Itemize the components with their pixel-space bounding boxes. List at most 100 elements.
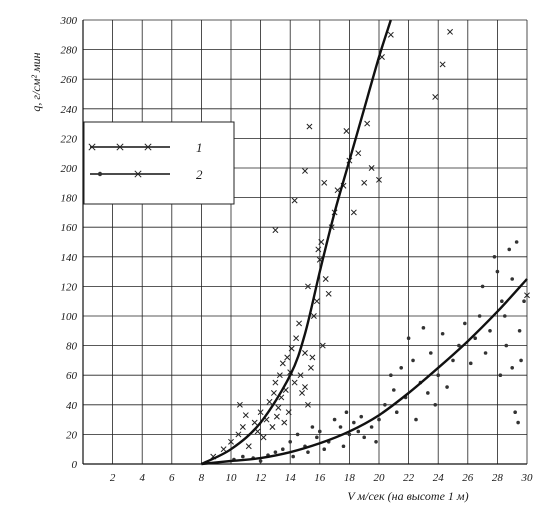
point-s2-51 [477,314,482,318]
point-s2-26 [369,425,374,429]
point-s1-4 [239,424,246,430]
point-s2-58 [500,299,504,304]
point-s1-39 [310,313,317,319]
point-s2-54 [488,329,492,333]
point-s1-37 [307,364,314,371]
point-s2-47 [457,343,461,348]
point-s2-25 [362,435,367,440]
point-s1-55 [361,179,368,186]
legend-marker-2-0 [97,171,103,177]
data-points [210,28,530,463]
point-s1-36 [305,401,311,408]
x-tick-label-5: 12 [255,472,267,484]
point-s2-65 [514,240,519,244]
point-s2-27 [374,440,378,444]
point-s1-58 [376,176,382,183]
point-s2-24 [359,414,364,419]
point-s2-39 [421,326,426,330]
x-tick-label-10: 22 [403,472,415,484]
point-s1-65 [321,179,328,186]
point-s1-22 [281,419,288,426]
y-tick-label-0: 0 [72,459,78,471]
point-s2-62 [510,277,514,281]
point-s2-19 [341,444,346,449]
point-s1-31 [297,372,304,379]
legend-label-2: 2 [196,167,203,182]
x-tick-label-8: 18 [344,472,356,484]
point-s2-60 [504,343,509,348]
point-s1-61 [306,123,313,130]
point-s2-14 [318,429,322,434]
y-tick-labels: 0 20 40 60 80 100 120 140 160 180 200 220 240 260 280 3… [60,15,78,471]
point-s2-67 [517,329,522,333]
point-s1-35 [305,283,311,290]
point-s2-61 [507,247,512,252]
point-s1-29 [293,335,300,342]
point-s1-13 [266,398,273,405]
point-s2-59 [503,314,507,318]
point-s2-8 [291,454,295,459]
point-s2-36 [411,358,415,363]
point-s2-56 [495,269,500,274]
legend-marker-1-1 [116,143,124,151]
point-s1-27 [288,345,295,352]
point-s1-14 [269,424,276,430]
legend-box [83,121,235,205]
point-s2-42 [433,403,438,407]
x-tick-label-9: 20 [374,472,386,484]
point-s2-69 [522,299,526,304]
point-s1-10 [257,409,264,416]
point-s2-1 [241,454,245,459]
legend: 1 2 [83,121,235,205]
point-s1-32 [299,390,305,396]
point-s2-22 [352,420,356,425]
point-s2-57 [498,373,503,378]
point-s2-64 [513,410,517,415]
y-axis-label: q, г/см² мин [29,52,43,111]
point-s1-15 [270,390,277,396]
point-s2-17 [332,417,337,422]
point-s1-53 [350,209,357,216]
point-s2-66 [516,420,520,425]
point-s2-13 [315,435,319,440]
point-s1-11 [260,434,267,441]
x-tick-label-4: 10 [226,472,238,484]
fit-curve-1 [200,19,392,466]
fit-curves [200,19,528,466]
point-s2-35 [406,336,411,341]
point-s1-51 [343,128,350,134]
grid [83,19,528,464]
legend-marker-1-0 [88,143,96,151]
y-tick-label-9: 180 [61,193,78,205]
y-tick-label-11: 220 [61,133,78,145]
point-s2-15 [322,447,327,452]
y-tick-label-13: 260 [61,74,78,86]
x-tick-label-0: 2 [110,472,116,484]
point-s1-6 [242,412,249,419]
point-s1-17 [273,413,280,420]
point-s1-43 [318,239,325,245]
point-s1-18 [275,404,282,411]
point-s2-68 [519,358,523,363]
point-s1-64 [272,227,279,234]
axes [82,20,527,465]
point-s1-41 [315,246,322,253]
legend-label-1: 1 [196,140,203,155]
y-tick-label-3: 60 [66,370,78,382]
point-s1-46 [325,290,332,297]
point-s2-31 [392,388,396,392]
point-s1-54 [355,150,362,157]
point-s2-7 [288,440,293,444]
point-s1-5 [236,401,243,408]
point-s1-33 [302,350,308,356]
x-tick-label-12: 26 [462,472,474,484]
point-s2-33 [399,366,404,370]
point-s2-48 [463,321,467,326]
point-s1-25 [285,409,292,416]
point-s2-28 [377,417,381,422]
y-tick-label-10: 200 [61,163,78,175]
point-s1-57 [368,165,375,171]
point-s2-52 [480,284,485,289]
point-s2-23 [356,429,361,434]
x-tick-label-14: 30 [521,472,534,484]
